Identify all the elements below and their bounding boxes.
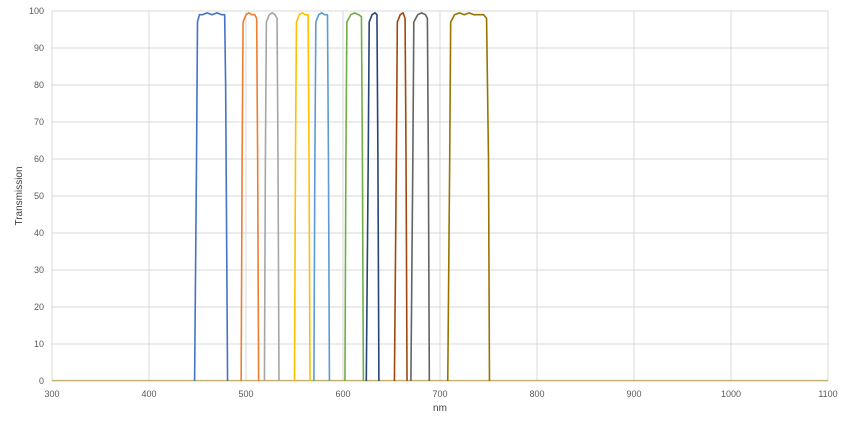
y-tick-label: 40 <box>34 228 44 238</box>
x-tick-label: 700 <box>432 389 447 399</box>
y-tick-label: 100 <box>29 6 44 16</box>
x-axis-title: nm <box>433 403 447 414</box>
series-layer <box>193 12 491 382</box>
x-tick-label: 800 <box>529 389 544 399</box>
y-axis-title: Transmission <box>14 166 25 225</box>
x-tick-label: 1000 <box>721 389 741 399</box>
x-tick-labels: 300 400 500 600 700 800 900 1000 1100 <box>44 389 837 399</box>
filter-series-6 <box>344 12 365 382</box>
x-tick-label: 600 <box>335 389 350 399</box>
filter-series-4 <box>293 12 311 382</box>
x-tick-label: 400 <box>141 389 156 399</box>
y-tick-label: 80 <box>34 80 44 90</box>
y-tick-labels: 0 10 20 30 40 50 60 70 80 90 100 <box>29 6 44 386</box>
filter-series-7 <box>365 12 380 382</box>
filter-series-3 <box>263 12 280 382</box>
filter-series-8 <box>393 12 408 382</box>
filter-series-9 <box>410 12 431 382</box>
x-tick-label: 300 <box>44 389 59 399</box>
filter-series-5 <box>313 12 331 382</box>
y-tick-label: 20 <box>34 302 44 312</box>
y-tick-label: 90 <box>34 43 44 53</box>
y-tick-label: 70 <box>34 117 44 127</box>
grid-layer <box>51 10 829 382</box>
y-tick-label: 30 <box>34 265 44 275</box>
filter-series-1 <box>193 12 229 382</box>
y-tick-label: 10 <box>34 339 44 349</box>
x-tick-label: 900 <box>626 389 641 399</box>
x-tick-label: 1100 <box>818 389 837 399</box>
filter-series-10 <box>446 12 491 382</box>
x-tick-label: 500 <box>238 389 253 399</box>
filter-series-2 <box>240 12 260 382</box>
y-tick-label: 60 <box>34 154 44 164</box>
y-tick-label: 0 <box>39 376 44 386</box>
y-tick-label: 50 <box>34 191 44 201</box>
